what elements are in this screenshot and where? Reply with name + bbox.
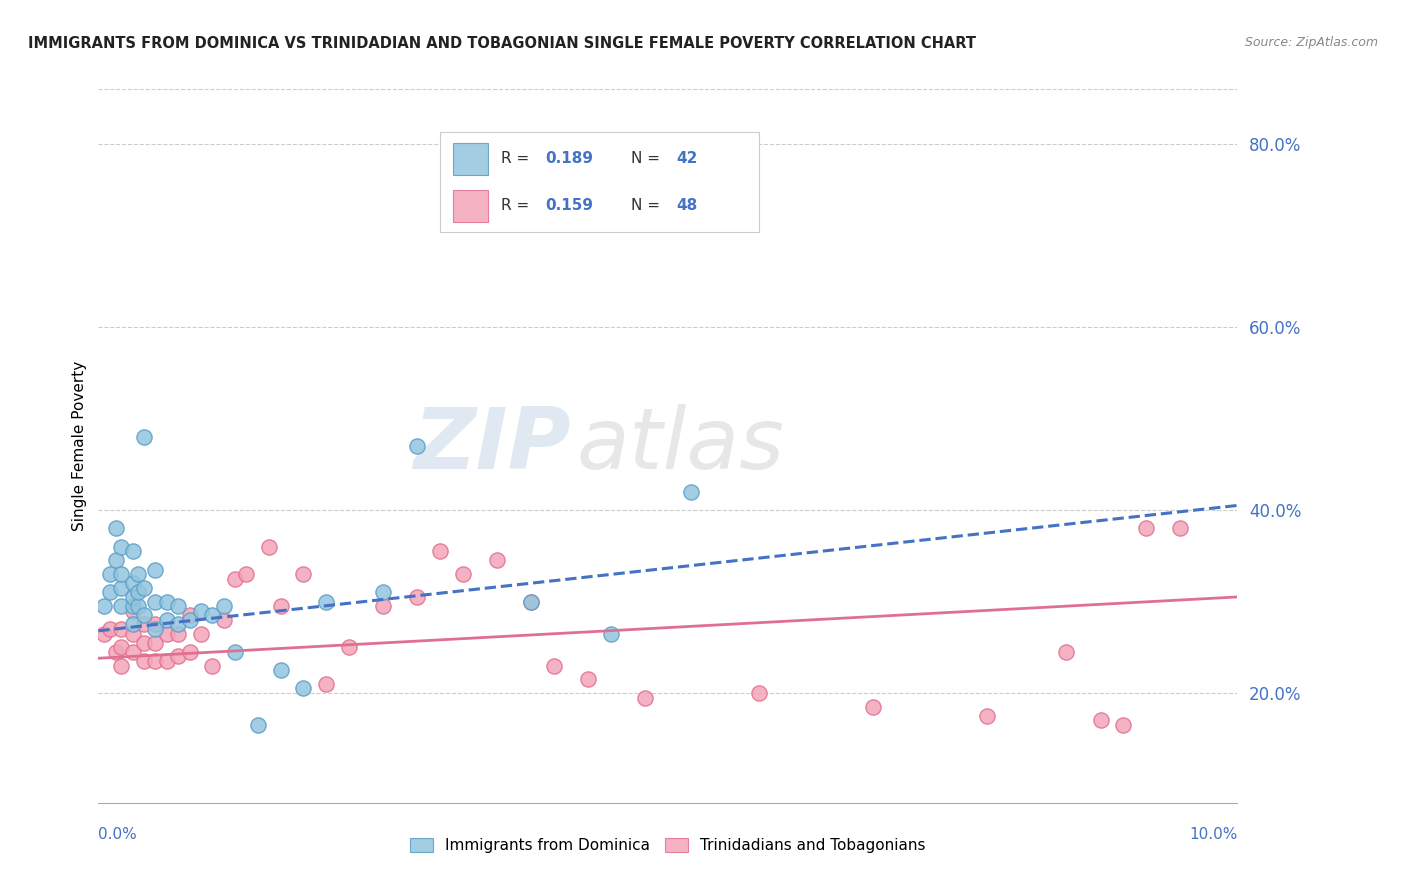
Point [224,572,246,586]
Point [212,599,235,613]
Point [373,585,395,599]
Point [406,439,429,453]
Point [576,673,599,687]
Point [634,690,657,705]
Point [167,649,190,664]
Point [156,613,179,627]
Point [132,430,155,444]
Point [98,585,121,599]
Text: IMMIGRANTS FROM DOMINICA VS TRINIDADIAN AND TOBAGONIAN SINGLE FEMALE POVERTY COR: IMMIGRANTS FROM DOMINICA VS TRINIDADIAN … [28,36,976,51]
Point [543,658,565,673]
Point [110,658,132,673]
Point [145,622,167,636]
Point [156,594,179,608]
Point [104,645,127,659]
Point [121,599,143,613]
Point [259,540,281,554]
Point [104,553,127,567]
Point [110,540,132,554]
Point [156,654,179,668]
Point [93,599,115,613]
Point [145,617,167,632]
Point [167,617,190,632]
Point [110,622,132,636]
Point [862,699,884,714]
Point [98,622,121,636]
Point [748,686,770,700]
Point [224,645,246,659]
Point [179,645,201,659]
Point [98,567,121,582]
Point [127,599,149,613]
Point [315,594,337,608]
Point [110,599,132,613]
Point [212,613,235,627]
Text: 10.0%: 10.0% [1189,827,1237,841]
Point [451,567,474,582]
Text: ZIP: ZIP [413,404,571,488]
Point [132,636,155,650]
Point [520,594,543,608]
Point [132,581,155,595]
Point [246,718,269,732]
Point [1056,645,1078,659]
Point [93,626,115,640]
Point [110,640,132,655]
Point [679,484,702,499]
Point [121,576,143,591]
Text: 0.0%: 0.0% [98,827,138,841]
Point [167,626,190,640]
Point [270,599,292,613]
Point [132,608,155,623]
Point [132,617,155,632]
Point [156,626,179,640]
Point [976,709,998,723]
Point [179,608,201,623]
Point [337,640,360,655]
Point [121,617,143,632]
Point [145,594,167,608]
Point [145,636,167,650]
Point [145,654,167,668]
Point [121,544,143,558]
Point [1090,714,1112,728]
Point [486,553,509,567]
Point [167,599,190,613]
Point [121,626,143,640]
Legend: Immigrants from Dominica, Trinidadians and Tobagonians: Immigrants from Dominica, Trinidadians a… [404,832,932,859]
Point [127,585,149,599]
Point [190,626,212,640]
Point [145,562,167,576]
Point [429,544,451,558]
Point [520,594,543,608]
Point [1112,718,1135,732]
Point [373,599,395,613]
Point [110,567,132,582]
Y-axis label: Single Female Poverty: Single Female Poverty [72,361,87,531]
Point [132,654,155,668]
Point [121,645,143,659]
Point [104,521,127,535]
Point [270,663,292,677]
Point [127,567,149,582]
Point [121,604,143,618]
Point [201,608,224,623]
Point [121,590,143,604]
Point [451,205,474,219]
Text: Source: ZipAtlas.com: Source: ZipAtlas.com [1244,36,1378,49]
Point [292,567,315,582]
Point [1135,521,1157,535]
Point [235,567,257,582]
Point [315,677,337,691]
Point [292,681,315,696]
Point [406,590,429,604]
Point [600,626,623,640]
Point [1170,521,1192,535]
Point [201,658,224,673]
Point [179,613,201,627]
Point [190,604,212,618]
Text: atlas: atlas [576,404,785,488]
Point [110,581,132,595]
